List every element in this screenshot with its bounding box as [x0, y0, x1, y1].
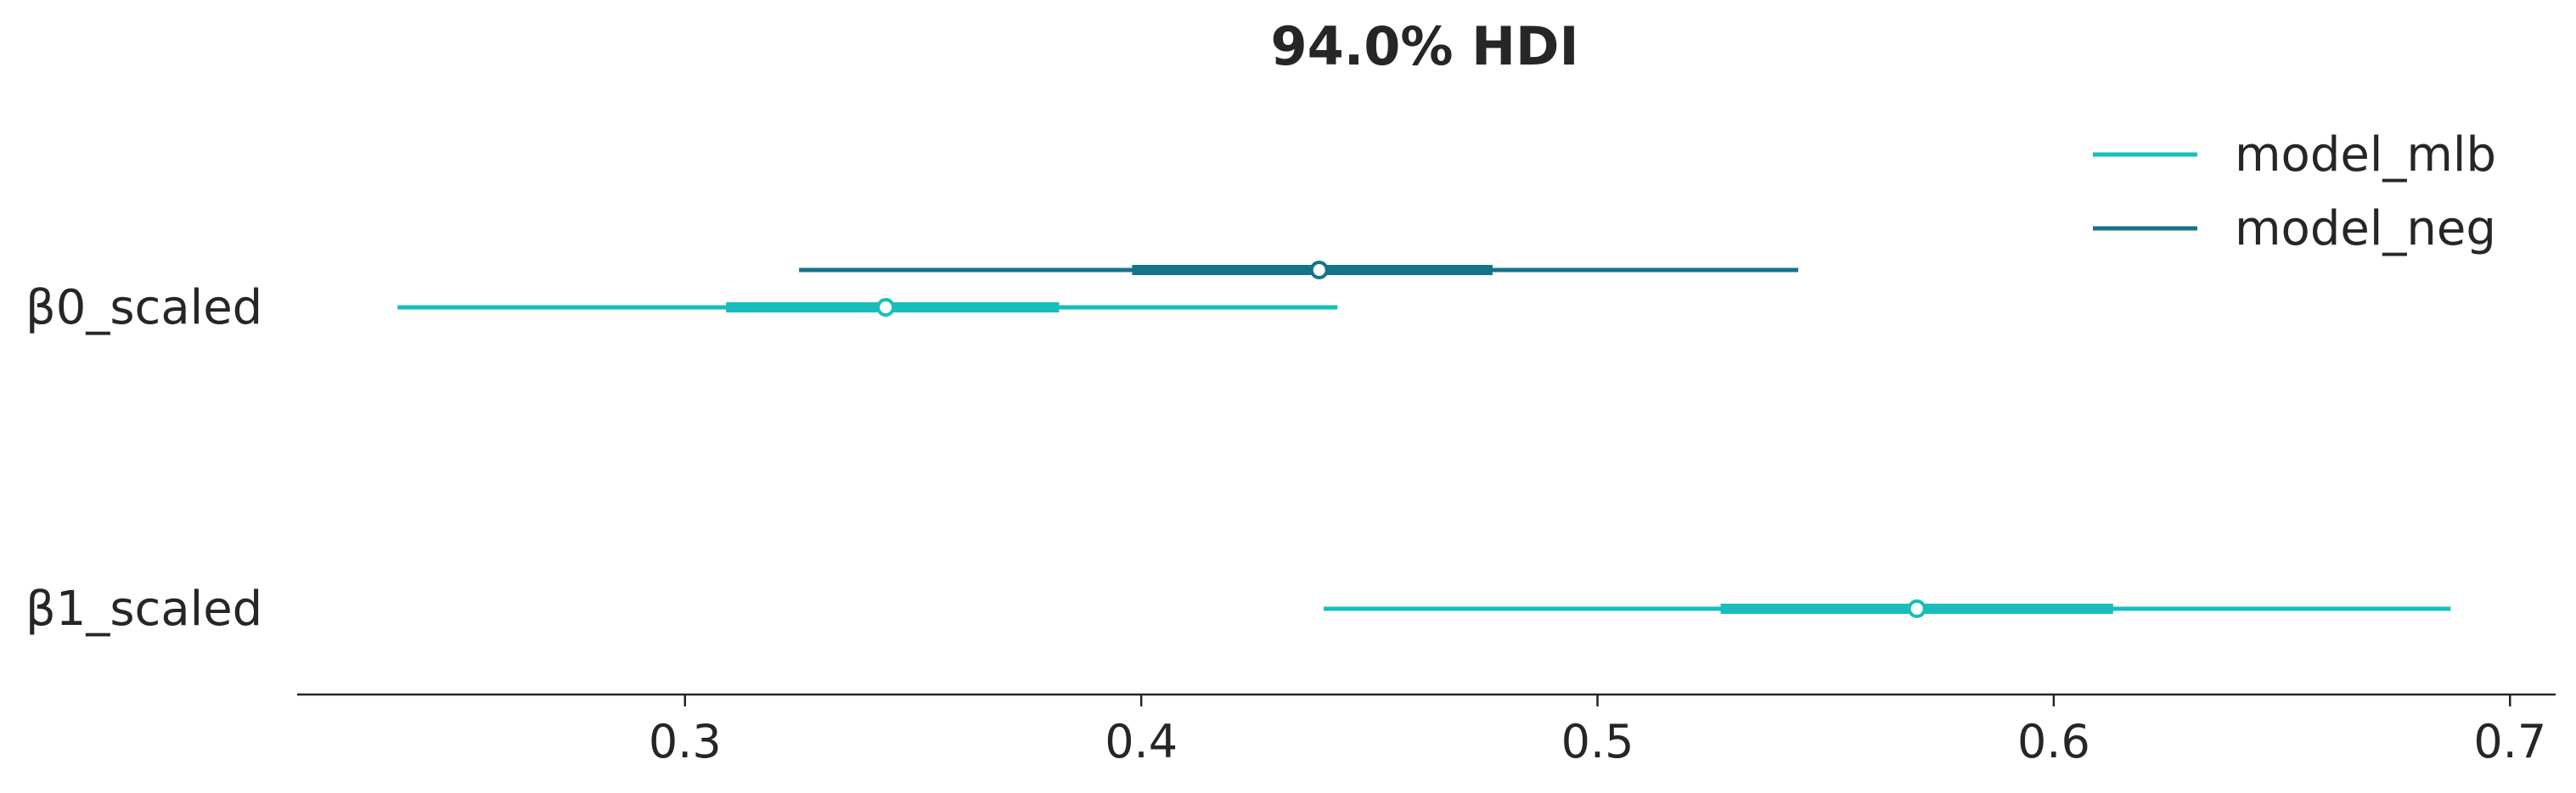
legend-label: model_mlb	[2235, 127, 2496, 183]
median-point	[1907, 599, 1926, 618]
y-category-label: β1_scaled	[25, 582, 262, 637]
x-axis-ticks: 0.3 0.4 0.5 0.6 0.7	[649, 695, 2546, 768]
y-category-label: β0_scaled	[25, 280, 262, 335]
x-tick-label: 0.4	[1105, 715, 1178, 768]
x-tick-label: 0.7	[2473, 715, 2546, 768]
median-point	[1309, 261, 1329, 279]
plot-marks	[397, 261, 2451, 618]
x-tick-label: 0.6	[2017, 715, 2090, 768]
chart-title: 94.0% HDI	[1270, 15, 1578, 77]
x-tick-label: 0.5	[1561, 715, 1634, 768]
legend: model_mlb model_neg	[2093, 127, 2496, 256]
median-point	[876, 298, 896, 317]
x-tick-label: 0.3	[649, 715, 722, 768]
legend-label: model_neg	[2235, 201, 2496, 256]
y-axis-labels: β0_scaled β1_scaled	[25, 280, 262, 637]
